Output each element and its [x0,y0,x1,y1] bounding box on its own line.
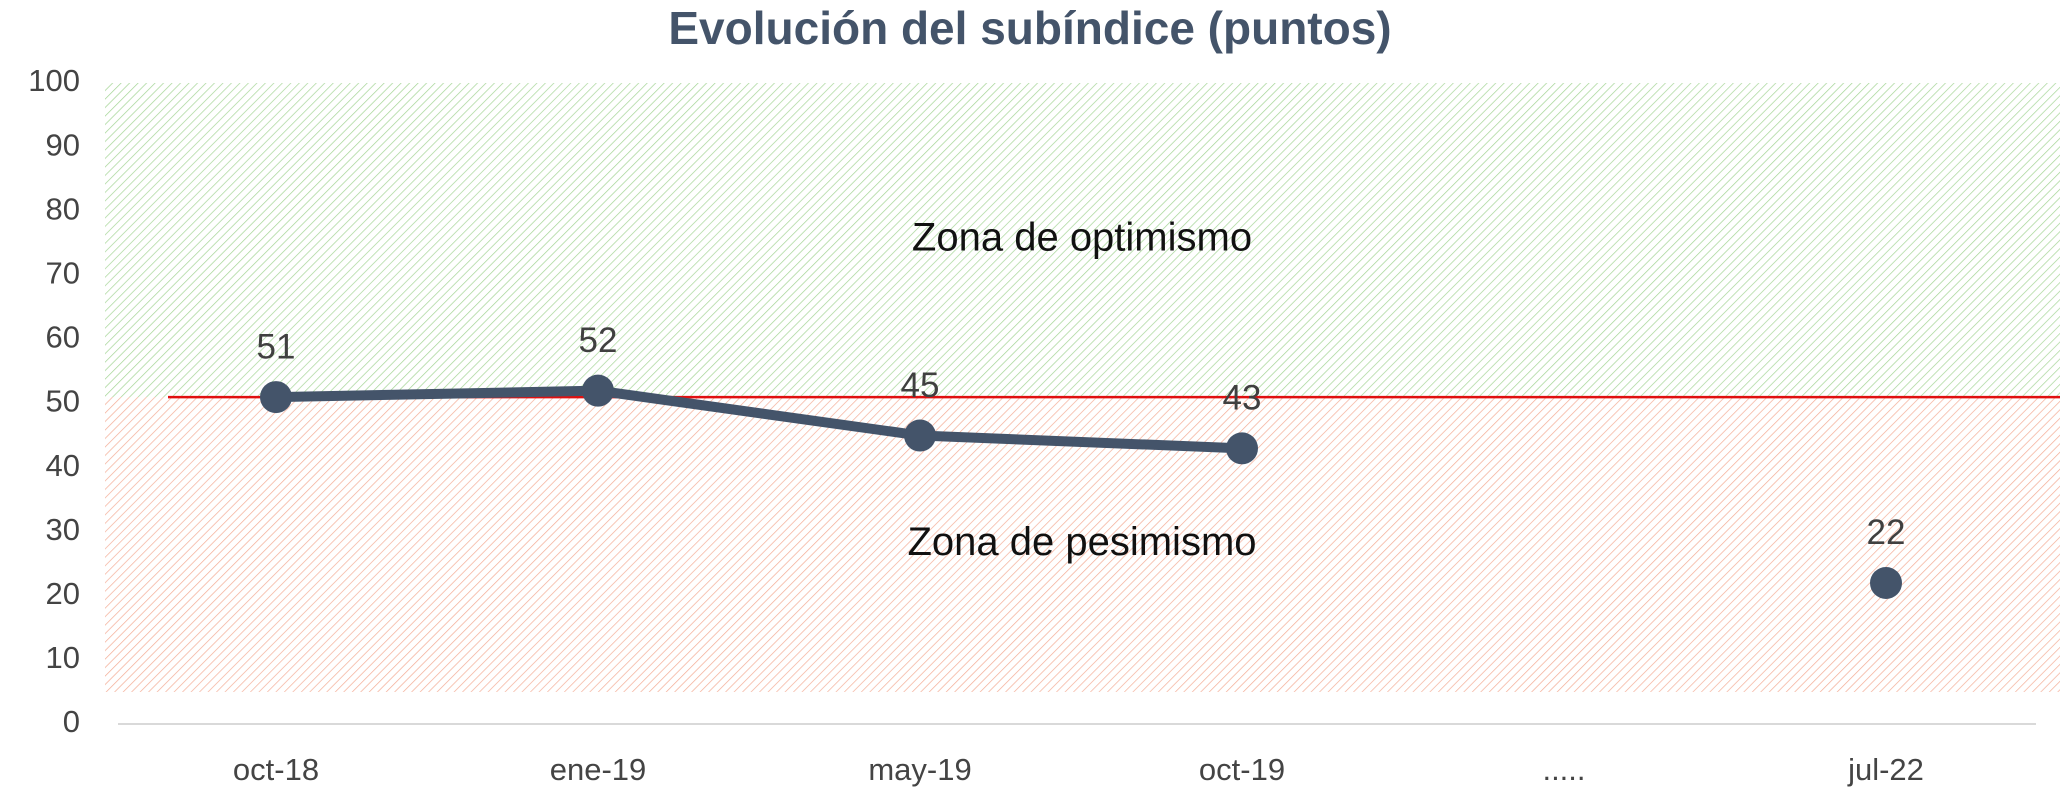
y-tick-label: 40 [46,448,80,483]
y-tick-label: 0 [63,704,80,739]
marker [260,381,292,414]
data-label: 43 [1223,379,1262,418]
x-tick-label: jul-22 [1847,752,1924,787]
y-tick-label: 70 [46,255,80,290]
y-tick-label: 100 [28,63,80,98]
x-tick-label: ..... [1542,752,1585,787]
x-tick-label: ene-19 [550,752,647,787]
data-label: 52 [579,321,618,360]
x-tick-label: oct-18 [233,752,319,787]
data-label: 51 [257,327,296,366]
x-tick-label: oct-19 [1199,752,1285,787]
x-tick-label: may-19 [868,752,971,787]
data-label: 45 [901,366,940,405]
y-tick-label: 60 [46,320,80,355]
y-tick-label: 10 [46,640,80,675]
marker [904,419,936,452]
marker [582,374,614,407]
data-label: 22 [1867,513,1906,552]
y-tick-label: 50 [46,384,80,419]
zone-label: Zona de pesimismo [907,520,1256,564]
zone [105,83,2060,398]
zone [105,397,2060,692]
marker [1870,566,1902,599]
y-tick-label: 30 [46,512,80,547]
y-tick-label: 20 [46,576,80,611]
chart-title: Evolución del subíndice (puntos) [668,2,1391,54]
marker [1226,432,1258,465]
zone-label: Zona de optimismo [912,216,1252,260]
y-tick-label: 90 [46,127,80,162]
y-tick-label: 80 [46,191,80,226]
